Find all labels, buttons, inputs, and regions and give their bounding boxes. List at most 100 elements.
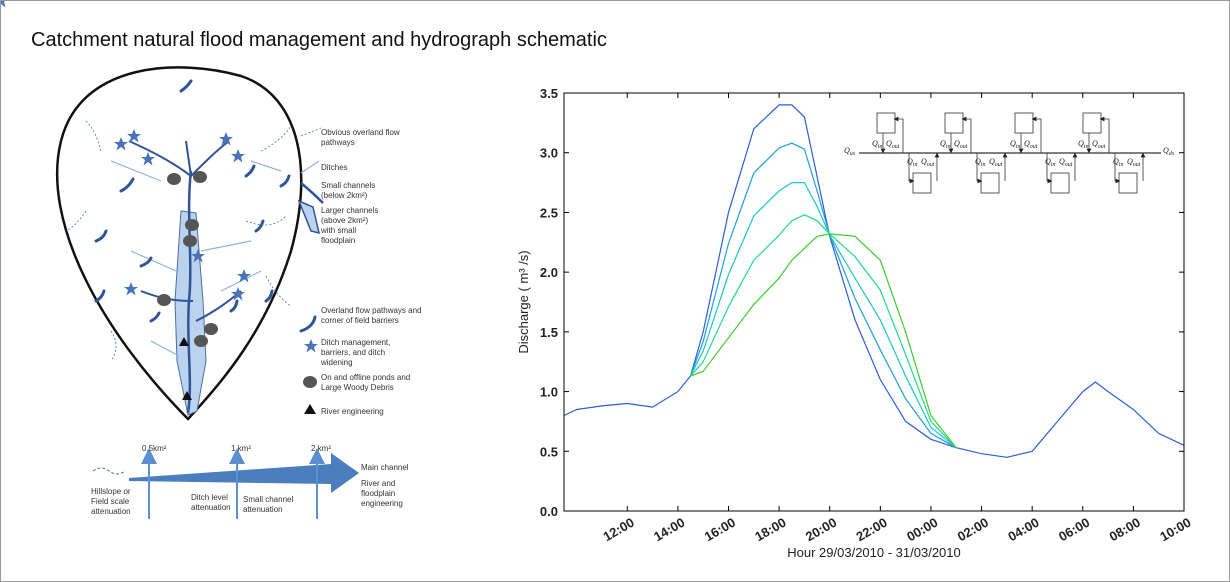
q-subscript: out	[1065, 162, 1073, 168]
q-outflow: Qout	[1127, 157, 1141, 168]
q-subscript: out	[1133, 162, 1141, 168]
y-tick-label: 1.5	[540, 325, 558, 340]
flow-arrow	[1099, 116, 1110, 153]
q-subscript: out	[1030, 144, 1038, 150]
y-tick-label: 3.0	[540, 146, 558, 161]
q-inflow: Qin	[975, 157, 985, 168]
q-inflow: Qin	[1045, 157, 1055, 168]
q-symbol: Q	[844, 146, 850, 155]
q-symbol: Q	[921, 157, 927, 166]
series-line	[689, 182, 957, 449]
page-title: Catchment natural flood management and h…	[31, 29, 607, 51]
x-tick-label: 16:00	[702, 515, 738, 545]
x-tick-label: 12:00	[600, 515, 636, 545]
q-symbol: Q	[1163, 146, 1169, 155]
stage-label: Main channel	[361, 463, 409, 472]
q-subscript: out	[1098, 144, 1106, 150]
flow-arrow	[893, 116, 904, 153]
series-line	[690, 233, 957, 449]
q-symbol: Q	[975, 157, 981, 166]
legend-text: Small channels (below 2km²)	[321, 181, 376, 200]
q-subscript: ds	[1169, 151, 1175, 157]
q-subscript: in	[946, 144, 951, 150]
q-downstream: Qds	[1163, 146, 1175, 157]
store-box	[1050, 172, 1070, 194]
q-outflow: Qout	[954, 139, 968, 150]
store-box	[1014, 112, 1034, 134]
area-label: 1 km²	[231, 444, 251, 453]
q-symbol: Q	[907, 157, 913, 166]
store-box	[1082, 112, 1102, 134]
store-box	[944, 112, 964, 134]
q-symbol: Q	[1127, 157, 1133, 166]
legend-text: Ditch management, barriers, and ditch wi…	[321, 338, 391, 367]
x-tick-label: 08:00	[1107, 515, 1143, 545]
q-subscript: out	[892, 144, 900, 150]
area-label: 0.5km²	[142, 444, 167, 453]
series-line	[689, 142, 957, 449]
q-subscript: in	[1016, 144, 1021, 150]
q-outflow: Qout	[886, 139, 900, 150]
store-box	[912, 172, 932, 194]
q-symbol: Q	[940, 139, 946, 148]
stage-label: Ditch level attenuation	[191, 493, 231, 512]
q-inflow: Qin	[1078, 139, 1088, 150]
q-symbol: Q	[1113, 157, 1119, 166]
q-symbol: Q	[989, 157, 995, 166]
q-inflow: Qin	[872, 139, 882, 150]
q-outflow: Qout	[989, 157, 1003, 168]
x-tick-label: 00:00	[904, 515, 940, 545]
flow-arrow	[1031, 116, 1042, 153]
legend-text: Ditches	[321, 163, 348, 172]
series-line	[690, 214, 957, 449]
y-tick-label: 2.0	[540, 265, 558, 280]
store-box	[1118, 172, 1138, 194]
q-symbol: Q	[954, 139, 960, 148]
stage-label: River and floodplain engineering	[361, 479, 403, 508]
q-subscript: in	[1084, 144, 1089, 150]
q-subscript: us	[850, 151, 856, 157]
q-symbol: Q	[1045, 157, 1051, 166]
q-inflow: Qin	[1010, 139, 1020, 150]
q-symbol: Q	[1059, 157, 1065, 166]
x-tick-label: 20:00	[803, 515, 839, 545]
x-tick-label: 06:00	[1056, 515, 1092, 545]
q-outflow: Qout	[1092, 139, 1106, 150]
store-box	[980, 172, 1000, 194]
y-tick-label: 2.5	[540, 205, 558, 220]
q-subscript: in	[1119, 162, 1124, 168]
q-subscript: in	[1051, 162, 1056, 168]
x-tick-label: 02:00	[955, 515, 991, 545]
x-tick-label: 18:00	[752, 515, 788, 545]
legend-text: Overland flow pathways and corner of fie…	[321, 306, 422, 325]
y-tick-label: 0.5	[540, 444, 558, 459]
stage-label: Hillslope or Field scale attenuation	[91, 487, 131, 516]
q-outflow: Qout	[1024, 139, 1038, 150]
q-inflow: Qin	[907, 157, 917, 168]
scale-arrow	[92, 448, 359, 519]
q-inflow: Qin	[1113, 157, 1123, 168]
x-tick-label: 04:00	[1005, 515, 1041, 545]
legend-text: On and offline ponds and Large Woody Deb…	[321, 373, 411, 392]
plot-frame	[563, 92, 1185, 512]
q-symbol: Q	[886, 139, 892, 148]
catchment-diagram	[1, 1, 359, 519]
q-subscript: in	[878, 144, 883, 150]
q-symbol: Q	[1010, 139, 1016, 148]
q-symbol: Q	[1078, 139, 1084, 148]
legend-text: Larger channels (above 2km²) with small …	[321, 206, 379, 245]
x-axis-label: Hour 29/03/2010 - 31/03/2010	[787, 545, 960, 560]
q-subscript: out	[927, 162, 935, 168]
y-tick-label: 0.0	[540, 504, 558, 519]
legend-text: River engineering	[321, 407, 384, 416]
q-outflow: Qout	[921, 157, 935, 168]
x-tick-label: 10:00	[1157, 515, 1193, 545]
q-symbol: Q	[1024, 139, 1030, 148]
q-outflow: Qout	[1059, 157, 1073, 168]
q-inflow: Qin	[940, 139, 950, 150]
store-box	[876, 112, 896, 134]
area-label: 2 km²	[311, 444, 331, 453]
x-tick-label: 14:00	[651, 515, 687, 545]
